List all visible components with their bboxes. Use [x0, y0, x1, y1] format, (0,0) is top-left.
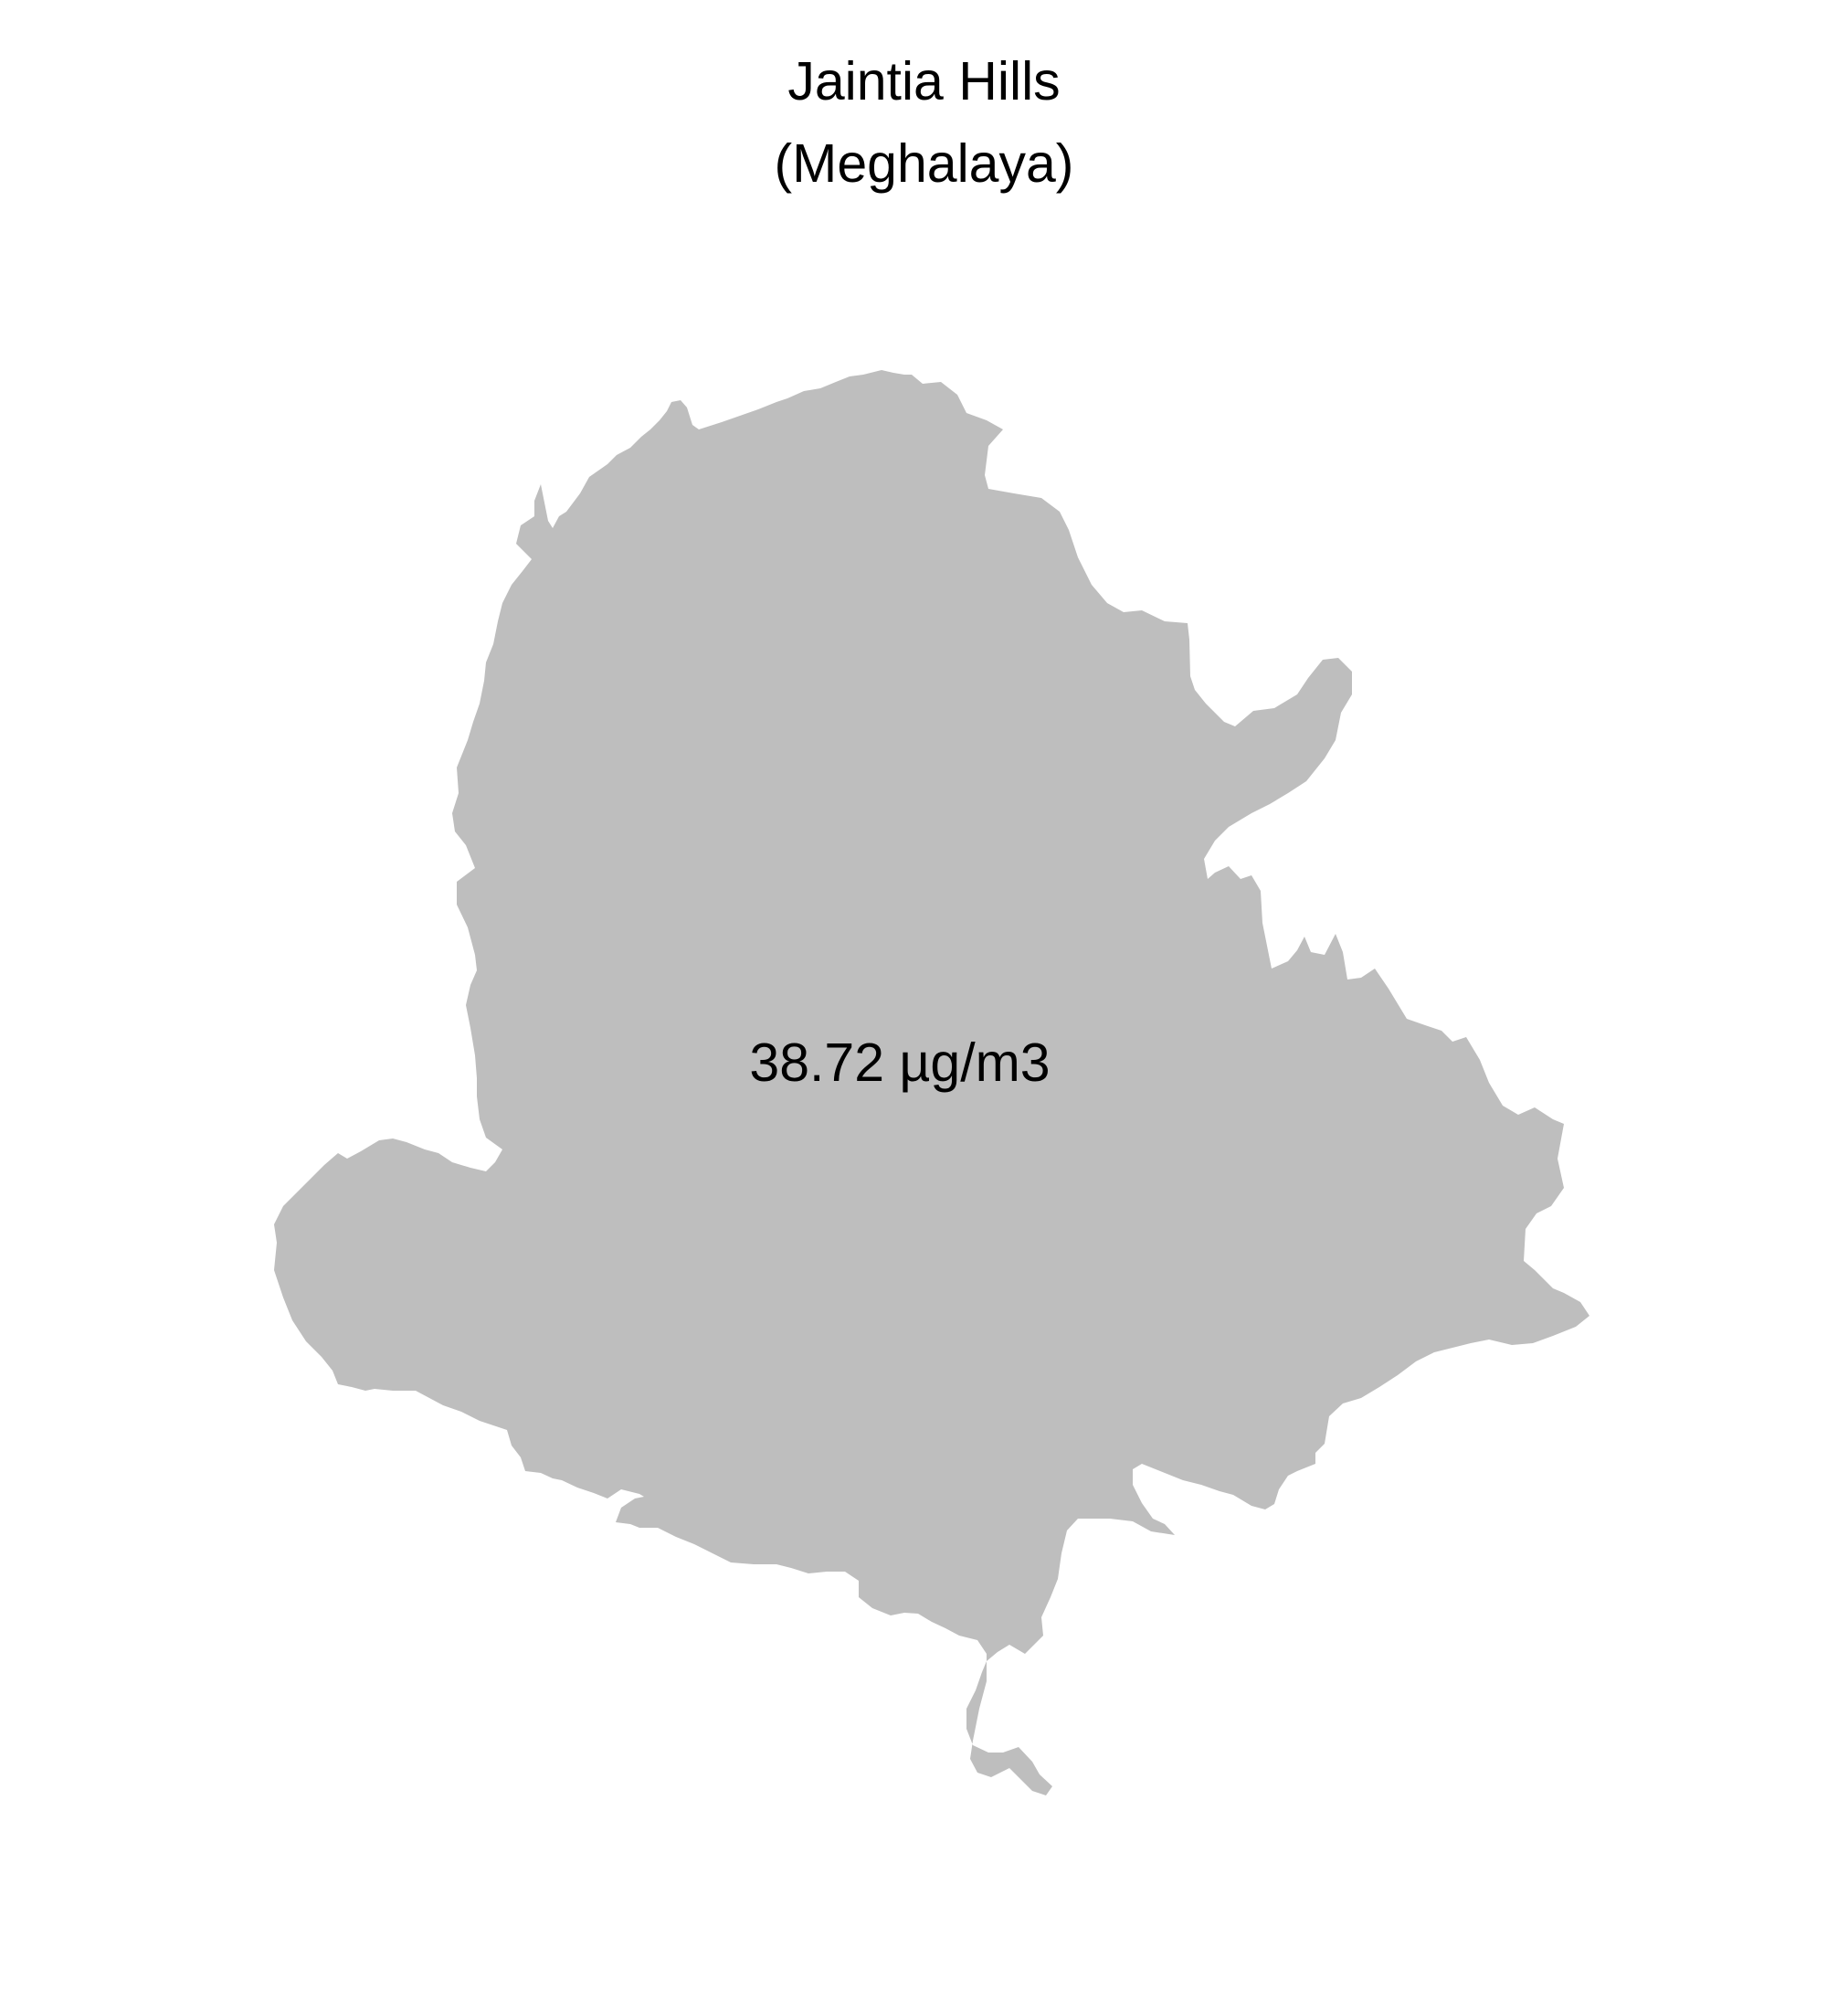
pm25-value-label: 38.72 µg/m3 — [749, 1033, 1051, 1093]
map-title: Jaintia Hills — [787, 51, 1061, 111]
jaintia-hills-region — [274, 370, 1589, 1795]
map-subtitle: (Meghalaya) — [774, 133, 1074, 194]
